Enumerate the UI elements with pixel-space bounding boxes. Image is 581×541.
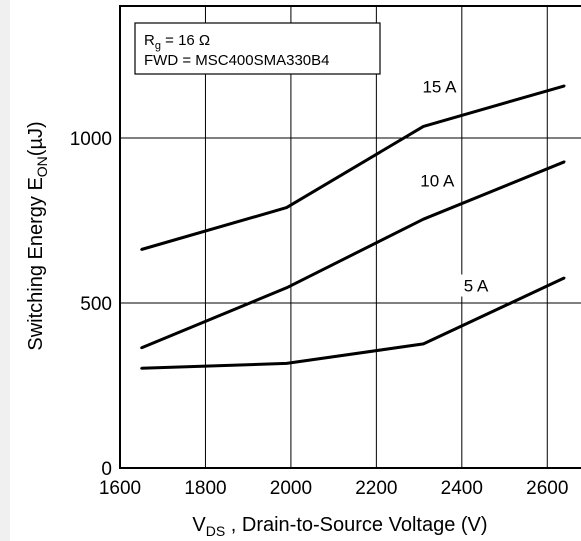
y-tick-label: 1000 <box>70 129 112 150</box>
series-point <box>563 276 566 280</box>
series-point <box>140 248 143 251</box>
y-tick-label: 500 <box>80 294 112 315</box>
series-label-backdrop <box>457 274 502 297</box>
series-point <box>422 125 425 128</box>
series-point <box>563 84 566 88</box>
series-point <box>563 160 566 163</box>
series-point <box>140 346 143 350</box>
x-tick-label: 1600 <box>99 478 141 499</box>
series-label: 5 A <box>464 277 489 296</box>
series-point <box>422 217 425 221</box>
series-line-15a <box>140 84 565 251</box>
x-tick-label: 2000 <box>270 478 312 499</box>
legend-line-fwd: FWD = MSC400SMA330B4 <box>144 52 330 69</box>
series-labels: 15 A 10 A 5 A <box>420 77 502 297</box>
y-tick-label: 0 <box>101 459 112 480</box>
plot-border <box>119 5 581 469</box>
x-tick-label: 2200 <box>355 478 397 499</box>
series-label: 15 A <box>422 77 457 96</box>
series-point <box>140 367 143 370</box>
series-label: 10 A <box>420 171 455 190</box>
y-tick-labels: 0 500 1000 <box>70 129 112 480</box>
series-point <box>285 206 288 209</box>
series-point <box>422 342 425 346</box>
series-line-5a <box>141 276 566 370</box>
x-tick-label: 1800 <box>184 478 226 499</box>
switching-energy-chart: Rg = 16 Ω FWD = MSC400SMA330B4 15 A 10 A 5… <box>25 5 581 539</box>
x-axis-title: VDS , Drain-to-Source Voltage (V) <box>192 514 487 539</box>
legend-box: Rg = 16 Ω FWD = MSC400SMA330B4 <box>134 22 381 75</box>
series-point <box>285 362 288 365</box>
legend-line-resistance: Rg = 16 Ω <box>144 32 210 52</box>
chart-frame: Rg = 16 Ω FWD = MSC400SMA330B4 15 A 10 A 5… <box>10 0 581 541</box>
series-point <box>285 286 288 290</box>
legend-frame <box>134 22 381 75</box>
series-line-10a <box>140 160 565 350</box>
series-lines <box>140 84 566 370</box>
y-axis-title: Switching Energy EON(µJ) <box>25 121 50 350</box>
x-tick-label: 2400 <box>441 478 483 499</box>
x-tick-label: 2600 <box>526 478 568 499</box>
x-tick-labels: 1600 1800 2000 2200 2400 2600 <box>99 478 569 499</box>
